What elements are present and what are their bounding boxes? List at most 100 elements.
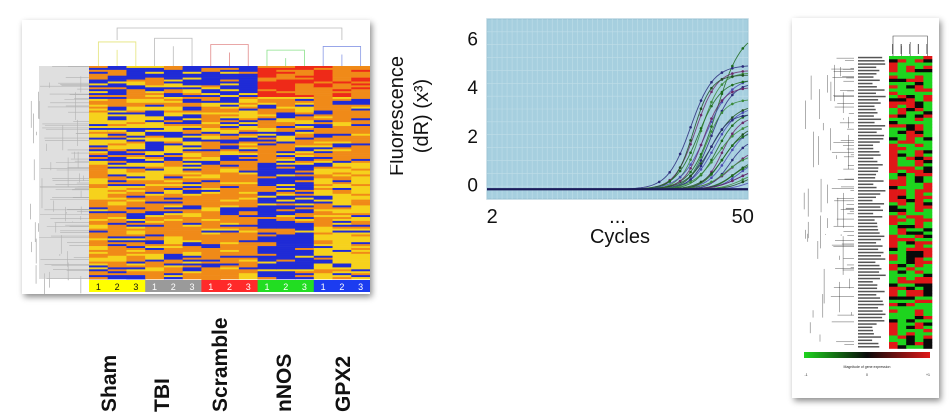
- heatmap-cell: [163, 157, 184, 160]
- right-heatmap-cell: [923, 283, 933, 288]
- heatmap-cell: [107, 174, 127, 177]
- curve-point: [731, 64, 734, 68]
- heatmap-cell: [163, 126, 184, 129]
- curve-point: [678, 152, 682, 156]
- heatmap-cell: [238, 246, 259, 249]
- gene-name-mark: [858, 92, 876, 95]
- right-heatmap-cell: [889, 78, 898, 83]
- heatmap-cell: [163, 203, 184, 206]
- right-heatmap-cell: [889, 137, 898, 141]
- heatmap-cell: [163, 209, 184, 212]
- heatmap-cell: [145, 91, 165, 94]
- heatmap-cell: [257, 257, 277, 260]
- right-heatmap-cell: [889, 182, 898, 187]
- gene-name-mark: [858, 303, 884, 306]
- right-heatmap-cell: [897, 156, 907, 161]
- right-heatmap-cell: [914, 335, 924, 340]
- heatmap-cell: [220, 143, 240, 146]
- right-heatmap-cell: [923, 241, 933, 245]
- right-heatmap-cell: [897, 182, 907, 187]
- heatmap-cell: [126, 83, 146, 86]
- heatmap-cell: [351, 85, 370, 88]
- heatmap-cell: [126, 186, 146, 189]
- heatmap-cell: [295, 263, 315, 266]
- color-scale-caption: Magnitude of gene expression: [844, 365, 891, 369]
- heatmap-cell: [182, 182, 202, 185]
- heatmap-cell: [201, 118, 221, 121]
- heatmap-cell: [351, 211, 370, 214]
- heatmap-cell: [295, 67, 315, 71]
- curve-point: [741, 74, 745, 77]
- heatmap-cell: [145, 141, 165, 144]
- right-heatmap-cell: [923, 169, 933, 174]
- heatmap-cell: [89, 104, 109, 107]
- right-heatmap-cell: [906, 244, 916, 249]
- gene-name-mark: [858, 112, 878, 114]
- right-heatmap-cell: [914, 199, 924, 203]
- heatmap-cell: [276, 189, 296, 193]
- heatmap-cell: [295, 199, 315, 202]
- heatmap-cell: [295, 193, 315, 197]
- heatmap-cell: [238, 172, 259, 175]
- right-heatmap-cell: [906, 186, 916, 190]
- right-heatmap-cell: [906, 137, 916, 141]
- right-heatmap-cell: [923, 293, 933, 297]
- heatmap-cell: [163, 100, 184, 104]
- heatmap-cell: [126, 95, 146, 98]
- heatmap-cell: [126, 133, 146, 137]
- heatmap-cell: [201, 187, 221, 191]
- heatmap-cell: [220, 197, 240, 200]
- heatmap-cell: [89, 168, 109, 171]
- heatmap-cell: [145, 193, 165, 197]
- heatmap-cell: [332, 234, 352, 237]
- right-heatmap-cell: [906, 140, 916, 145]
- heatmap-cell: [126, 187, 146, 191]
- right-heatmap-cell: [914, 72, 924, 76]
- curve-point: [731, 158, 734, 162]
- right-heatmap-cell: [889, 277, 898, 281]
- strip-number: 3: [246, 282, 251, 292]
- heatmap-cell: [332, 108, 352, 111]
- heatmap-cell: [257, 73, 277, 76]
- heatmap-cell: [107, 257, 127, 260]
- group-color-cell: [182, 280, 202, 292]
- right-heatmap-cell: [923, 273, 933, 278]
- heatmap-cell: [257, 85, 277, 88]
- heatmap-cell: [163, 205, 184, 208]
- right-heatmap-cell: [897, 254, 907, 258]
- heatmap-cell: [313, 213, 334, 216]
- curve-point: [741, 87, 745, 91]
- heatmap-cell: [220, 277, 240, 280]
- heatmap-cell: [182, 193, 202, 197]
- gene-name-mark: [858, 238, 881, 241]
- heatmap-cell: [332, 114, 352, 117]
- heatmap-cell: [89, 137, 109, 140]
- heatmap-cell: [145, 108, 165, 111]
- heatmap-cell: [238, 215, 259, 218]
- right-heatmap-cell: [923, 329, 933, 333]
- heatmap-cell: [276, 213, 296, 216]
- heatmap-cell: [201, 89, 221, 92]
- curve-point: [741, 70, 745, 73]
- heatmap-cell: [332, 205, 352, 208]
- heatmap-cell: [89, 215, 109, 218]
- heatmap-cell: [351, 226, 370, 229]
- right-heatmap-cell: [914, 150, 924, 154]
- right-heatmap-cell: [897, 179, 907, 184]
- heatmap-cell: [182, 230, 202, 233]
- heatmap-cell: [257, 178, 277, 181]
- heatmap-cell: [145, 124, 165, 127]
- heatmap-cell: [145, 143, 165, 146]
- heatmap-cell: [220, 135, 240, 138]
- heatmap-cell: [313, 168, 334, 171]
- right-heatmap-cell: [914, 309, 924, 314]
- heatmap-cell: [126, 246, 146, 249]
- heatmap-cell: [351, 176, 370, 179]
- x-tick-label: 50: [732, 206, 754, 228]
- heatmap-cell: [145, 172, 165, 175]
- heatmap-cell: [126, 195, 146, 198]
- heatmap-cell: [351, 81, 370, 84]
- right-heatmap-cell: [906, 257, 916, 262]
- heatmap-cell: [107, 124, 127, 127]
- heatmap-cell: [201, 263, 221, 266]
